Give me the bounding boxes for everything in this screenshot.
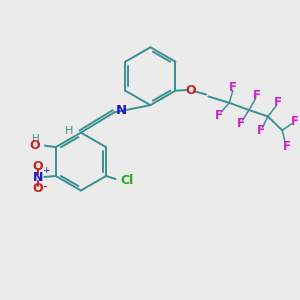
Text: F: F bbox=[253, 89, 261, 102]
Text: F: F bbox=[290, 115, 298, 128]
Text: O: O bbox=[33, 182, 43, 195]
Text: F: F bbox=[283, 140, 291, 153]
Text: O: O bbox=[185, 84, 196, 97]
Text: H: H bbox=[64, 126, 73, 136]
Text: N: N bbox=[33, 171, 43, 184]
Text: O: O bbox=[33, 160, 43, 173]
Text: F: F bbox=[237, 117, 245, 130]
Text: H: H bbox=[32, 134, 40, 144]
Text: F: F bbox=[257, 124, 265, 137]
Text: F: F bbox=[274, 96, 282, 109]
Text: -: - bbox=[42, 180, 46, 193]
Text: +: + bbox=[42, 166, 50, 175]
Text: O: O bbox=[29, 139, 40, 152]
Text: N: N bbox=[116, 104, 127, 117]
Text: F: F bbox=[215, 109, 223, 122]
Text: Cl: Cl bbox=[120, 174, 133, 187]
Text: F: F bbox=[229, 81, 237, 94]
